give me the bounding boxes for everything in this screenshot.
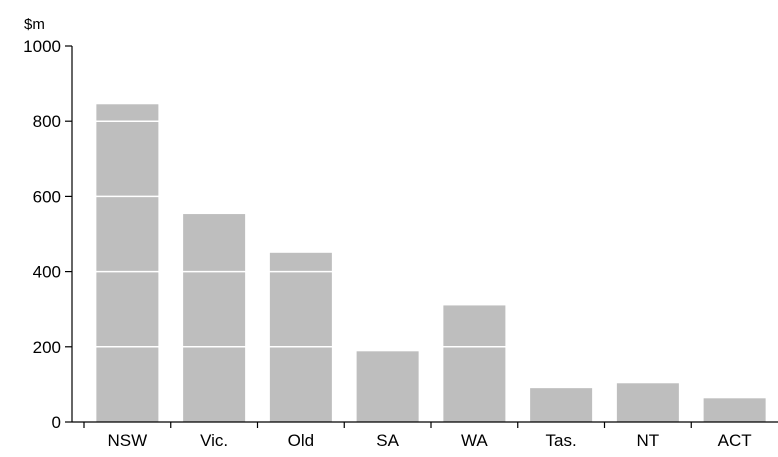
- gridlines-group: [72, 120, 778, 348]
- x-tick-label-old: Old: [288, 431, 314, 450]
- axes-group: [71, 46, 778, 423]
- y-tick-label-400: 400: [33, 263, 61, 282]
- x-tick-label-sa: SA: [376, 431, 399, 450]
- x-tick-label-nsw: NSW: [108, 431, 148, 450]
- bar-old: [269, 252, 332, 422]
- x-tick-label-wa: WA: [461, 431, 488, 450]
- y-axis-unit-label: $m: [24, 16, 45, 33]
- y-tick-label-600: 600: [33, 187, 61, 206]
- y-tick-label-1000: 1000: [23, 37, 61, 56]
- bar-tas: [530, 388, 593, 422]
- bar-nt: [616, 383, 679, 422]
- x-ticks-group: NSW Vic. Old SA WA Tas. NT ACT: [83, 422, 752, 450]
- bar-sa: [356, 351, 419, 422]
- bar-vic: [183, 214, 246, 422]
- bars-group: [96, 104, 766, 422]
- y-tick-label-200: 200: [33, 338, 61, 357]
- bar-wa: [443, 305, 506, 422]
- bar-act: [703, 398, 766, 422]
- x-tick-label-nt: NT: [637, 431, 660, 450]
- x-tick-label-act: ACT: [718, 431, 752, 450]
- x-tick-label-tas: Tas.: [546, 431, 577, 450]
- y-tick-label-800: 800: [33, 112, 61, 131]
- x-tick-label-vic: Vic.: [200, 431, 228, 450]
- bar-nsw: [96, 104, 159, 422]
- y-ticks-group: 0 200 400 600 800 1000: [23, 37, 72, 432]
- y-tick-label-0: 0: [52, 413, 61, 432]
